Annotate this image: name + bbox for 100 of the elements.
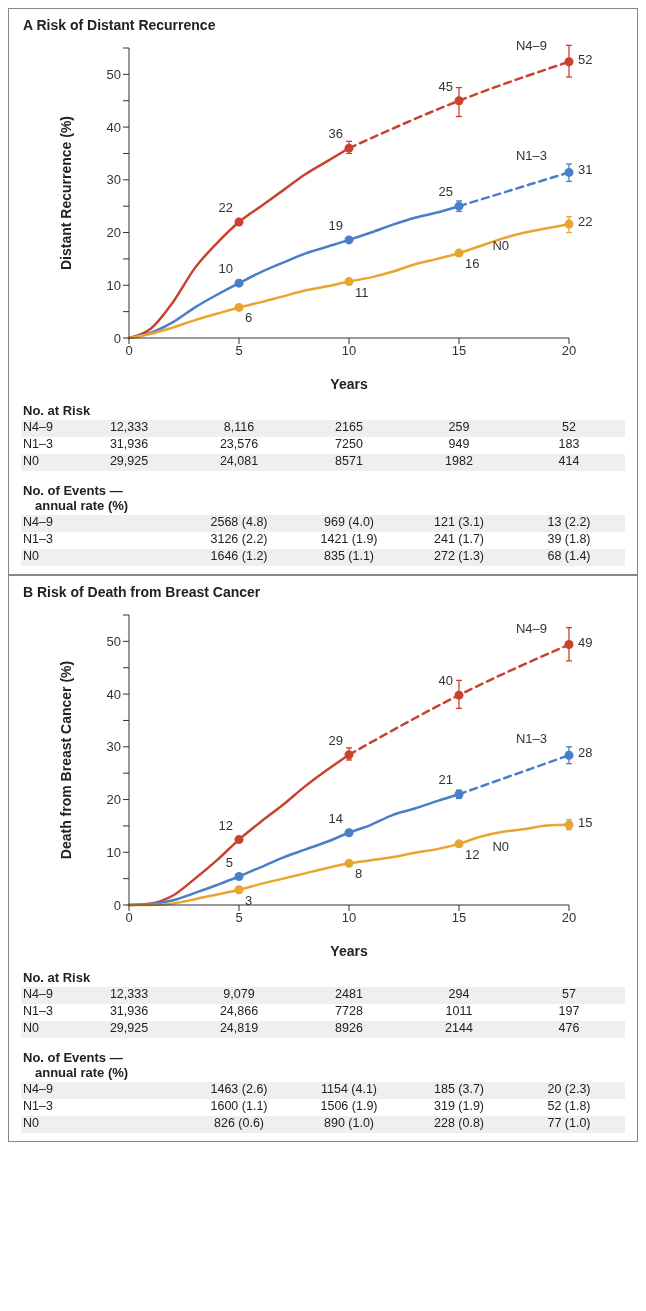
data-label: 11 bbox=[355, 284, 369, 300]
text: 197 bbox=[558, 1004, 580, 1018]
text: 20 (2.3) bbox=[547, 1082, 591, 1096]
text: 1463 (2.6) bbox=[210, 1082, 268, 1096]
point bbox=[234, 872, 244, 882]
data-label: 29 bbox=[328, 732, 343, 748]
x-tick-label: 0 bbox=[125, 910, 133, 926]
data-label: 49 bbox=[578, 634, 593, 650]
chart-title: A Risk of Distant Recurrence bbox=[22, 17, 217, 33]
point bbox=[344, 750, 354, 760]
y-tick-label: 30 bbox=[106, 739, 121, 755]
y-tick-label: 20 bbox=[106, 792, 121, 808]
text: 890 (1.0) bbox=[323, 1116, 375, 1130]
y-tick-label: 40 bbox=[106, 686, 121, 702]
text: N0 bbox=[23, 1116, 39, 1130]
text: 2568 (4.8) bbox=[210, 515, 268, 529]
data-label: 8 bbox=[355, 866, 363, 882]
text: N4–9 bbox=[23, 515, 53, 529]
text: 259 bbox=[448, 420, 470, 434]
text: 77 (1.0) bbox=[547, 1116, 591, 1130]
text: 1011 bbox=[445, 1004, 473, 1018]
x-tick-label: 15 bbox=[451, 910, 467, 926]
text: N1–3 bbox=[23, 1099, 53, 1113]
text: N1–3 bbox=[23, 532, 53, 546]
data-label: 45 bbox=[438, 78, 453, 94]
text: 8,116 bbox=[223, 420, 255, 434]
data-label: 15 bbox=[578, 814, 593, 830]
text: 52 bbox=[562, 420, 576, 434]
text: No. of Events — annual rate (%) bbox=[22, 1050, 130, 1080]
point bbox=[234, 217, 244, 227]
text: N4–9 bbox=[23, 420, 53, 434]
text: 969 (4.0) bbox=[323, 515, 375, 529]
text: N1–3 bbox=[23, 1004, 53, 1018]
text: 835 (1.1) bbox=[323, 549, 375, 563]
x-tick-label: 5 bbox=[235, 343, 243, 359]
y-tick-label: 50 bbox=[106, 633, 121, 649]
text: 2144 bbox=[445, 1021, 473, 1035]
point bbox=[564, 750, 574, 760]
text: 3126 (2.2) bbox=[210, 532, 268, 546]
text: 13 (2.2) bbox=[547, 515, 591, 529]
text: 826 (0.6) bbox=[213, 1116, 265, 1130]
point bbox=[564, 57, 574, 67]
y-tick-label: 0 bbox=[113, 897, 121, 913]
text: 52 (1.8) bbox=[547, 1099, 591, 1113]
data-label: 31 bbox=[578, 162, 593, 178]
text: 1154 (4.1) bbox=[320, 1082, 378, 1096]
y-axis-title: Distant Recurrence (%) bbox=[57, 115, 74, 271]
data-label: 19 bbox=[328, 217, 343, 233]
text: 12,333 bbox=[109, 987, 149, 1001]
y-tick-label: 40 bbox=[106, 119, 121, 135]
data-label: 25 bbox=[438, 184, 453, 200]
text: 185 (3.7) bbox=[433, 1082, 485, 1096]
text: 39 (1.8) bbox=[547, 532, 591, 546]
point bbox=[454, 248, 464, 258]
y-tick-label: 10 bbox=[106, 277, 121, 293]
text: 31,936 bbox=[109, 1004, 149, 1018]
data-label: 40 bbox=[438, 673, 453, 689]
text: N0 bbox=[23, 1021, 39, 1035]
data-label: 3 bbox=[245, 892, 253, 908]
text: 228 (0.8) bbox=[433, 1116, 485, 1130]
y-tick-label: 50 bbox=[106, 66, 121, 82]
text: 241 (1.7) bbox=[433, 532, 485, 546]
text: 29,925 bbox=[109, 1021, 149, 1035]
point bbox=[344, 828, 354, 838]
y-axis-title: Death from Breast Cancer (%) bbox=[57, 660, 74, 860]
y-tick-label: 20 bbox=[106, 225, 121, 241]
text: N4–9 bbox=[23, 1082, 53, 1096]
text: 1506 (1.9) bbox=[320, 1099, 378, 1113]
text: 29,925 bbox=[109, 454, 149, 468]
data-label: 36 bbox=[328, 126, 343, 142]
text: 2165 bbox=[335, 420, 363, 434]
text: N1–3 bbox=[23, 437, 53, 451]
point bbox=[454, 690, 464, 700]
data-label: 22 bbox=[578, 214, 593, 230]
point bbox=[344, 858, 354, 868]
chart-title: B Risk of Death from Breast Cancer bbox=[22, 584, 262, 600]
text: 24,819 bbox=[219, 1021, 259, 1035]
point bbox=[344, 235, 354, 245]
point bbox=[234, 835, 244, 845]
text: 414 bbox=[558, 454, 580, 468]
x-tick-label: 5 bbox=[235, 910, 243, 926]
point bbox=[344, 277, 354, 287]
data-label: 12 bbox=[465, 846, 480, 862]
y-tick-label: 10 bbox=[106, 844, 121, 860]
series-label: N1–3 bbox=[515, 148, 547, 164]
text: 476 bbox=[558, 1021, 580, 1035]
text: 272 (1.3) bbox=[433, 549, 485, 563]
text: 1982 bbox=[445, 454, 473, 468]
data-label: 22 bbox=[218, 200, 233, 215]
text: 294 bbox=[448, 987, 470, 1001]
point bbox=[454, 96, 464, 106]
text: N0 bbox=[492, 838, 509, 854]
text: 1421 (1.9) bbox=[320, 532, 378, 546]
x-tick-label: 20 bbox=[561, 343, 577, 359]
series-label: N1–3 bbox=[515, 731, 547, 747]
point bbox=[234, 278, 244, 288]
x-axis-title: Years bbox=[330, 376, 368, 392]
text: No. of Events — annual rate (%) bbox=[22, 483, 130, 513]
x-tick-label: 0 bbox=[125, 343, 133, 359]
text: 24,081 bbox=[219, 454, 259, 468]
